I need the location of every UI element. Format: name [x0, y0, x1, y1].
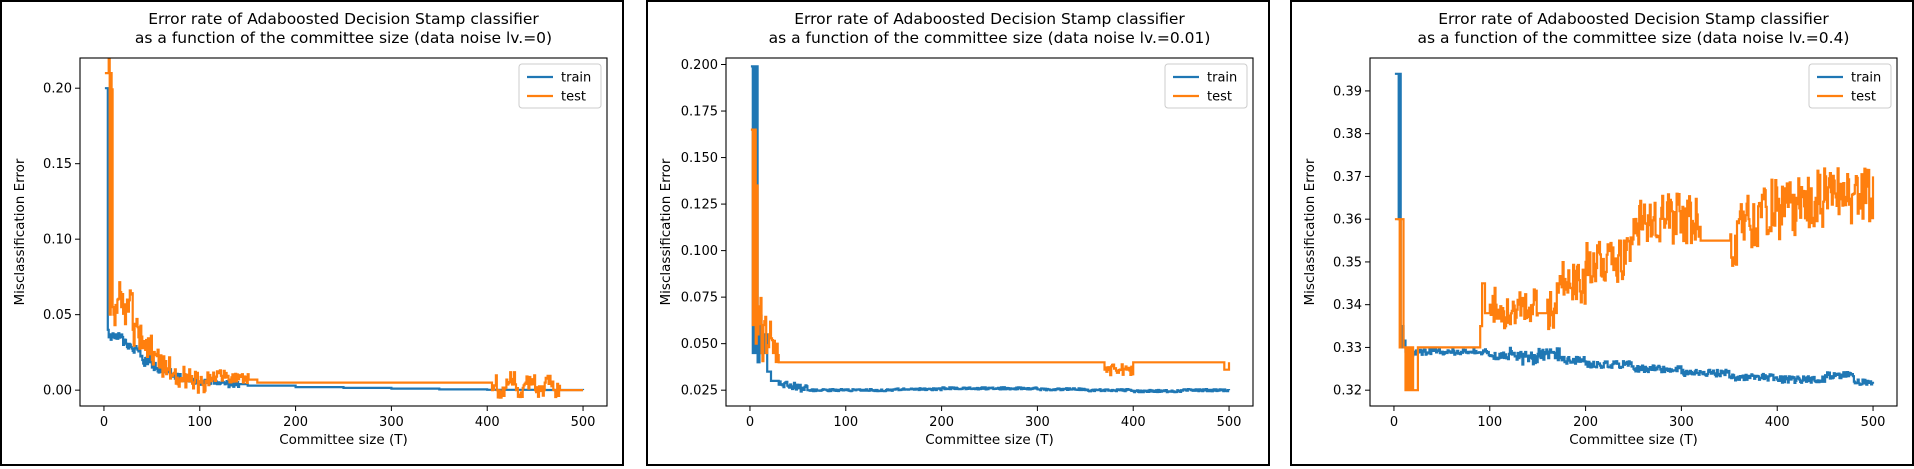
x-tick-label: 400 — [1121, 415, 1146, 430]
x-tick-label: 500 — [1217, 415, 1242, 430]
chart-panel-noise-0.4: Error rate of Adaboosted Decision Stamp … — [1290, 0, 1914, 466]
legend: train test — [1808, 63, 1892, 109]
legend: train test — [1164, 63, 1248, 109]
y-tick-label: 0.36 — [1333, 213, 1362, 228]
legend-label-test: test — [1207, 90, 1232, 105]
chart-title: Error rate of Adaboosted Decision Stamp … — [1438, 10, 1829, 28]
chart-panel-noise-0: Error rate of Adaboosted Decision Stamp … — [0, 0, 624, 466]
series-line-train — [104, 87, 585, 392]
x-tick-label: 200 — [283, 415, 308, 430]
x-tick-label: 500 — [571, 415, 596, 430]
y-tick-label: 0.025 — [681, 384, 718, 399]
x-tick-label: 300 — [1025, 415, 1050, 430]
y-axis-label: Misclassification Error — [658, 158, 674, 305]
x-tick-label: 300 — [1669, 415, 1694, 430]
x-tick-label: 100 — [187, 415, 212, 430]
series-line-train — [750, 65, 1231, 394]
y-tick-label: 0.175 — [681, 105, 718, 120]
x-tick-label: 0 — [1390, 415, 1398, 430]
y-tick-label: 0.38 — [1333, 127, 1362, 142]
y-tick-label: 0.34 — [1333, 298, 1362, 313]
y-tick-label: 0.00 — [43, 384, 72, 399]
y-tick-label: 0.050 — [681, 337, 718, 352]
x-axis-label: Committee size (T) — [925, 432, 1053, 448]
y-tick-label: 0.39 — [1333, 84, 1362, 99]
chart-noise-0.01: Error rate of Adaboosted Decision Stamp … — [658, 10, 1254, 448]
x-axis-label: Committee size (T) — [279, 432, 407, 448]
series-line-train — [1394, 72, 1875, 386]
x-tick-label: 500 — [1861, 415, 1886, 430]
series-line-test — [1394, 167, 1875, 392]
y-tick-label: 0.32 — [1333, 384, 1362, 399]
plot-area-frame — [1369, 57, 1898, 407]
chart-panel-noise-0.01: Error rate of Adaboosted Decision Stamp … — [646, 0, 1270, 466]
chart-subtitle: as a function of the committee size (dat… — [135, 29, 552, 47]
y-axis-label: Misclassification Error — [12, 158, 28, 305]
y-tick-label: 0.150 — [681, 151, 718, 166]
plot-area-frame — [725, 57, 1254, 407]
legend-label-train: train — [1851, 71, 1881, 86]
legend-label-test: test — [1851, 90, 1876, 105]
chart-noise-0: Error rate of Adaboosted Decision Stamp … — [12, 10, 608, 448]
chart-subtitle: as a function of the committee size (dat… — [769, 29, 1211, 47]
y-tick-label: 0.37 — [1333, 170, 1362, 185]
y-tick-label: 0.075 — [681, 291, 718, 306]
x-tick-label: 400 — [1765, 415, 1790, 430]
series-line-test — [750, 128, 1231, 377]
x-tick-label: 100 — [833, 415, 858, 430]
y-tick-label: 0.125 — [681, 198, 718, 213]
x-tick-label: 100 — [1477, 415, 1502, 430]
chart-title: Error rate of Adaboosted Decision Stamp … — [148, 10, 539, 28]
x-tick-label: 200 — [1573, 415, 1598, 430]
x-tick-label: 0 — [746, 415, 754, 430]
legend-label-test: test — [561, 90, 586, 105]
y-axis-label: Misclassification Error — [1302, 158, 1318, 305]
legend-label-train: train — [1207, 71, 1237, 86]
x-axis-label: Committee size (T) — [1569, 432, 1697, 448]
x-tick-label: 400 — [475, 415, 500, 430]
y-tick-label: 0.200 — [681, 58, 718, 73]
y-tick-label: 0.05 — [43, 308, 72, 323]
y-tick-label: 0.10 — [43, 233, 72, 248]
chart-noise-0.4: Error rate of Adaboosted Decision Stamp … — [1302, 10, 1898, 448]
chart-subtitle: as a function of the committee size (dat… — [1418, 29, 1850, 47]
legend-label-train: train — [561, 71, 591, 86]
legend: train test — [518, 63, 602, 109]
plot-area-frame — [79, 57, 608, 407]
y-tick-label: 0.20 — [43, 82, 72, 97]
y-tick-label: 0.15 — [43, 157, 72, 172]
x-tick-label: 0 — [100, 415, 108, 430]
y-tick-label: 0.35 — [1333, 255, 1362, 270]
y-tick-label: 0.33 — [1333, 341, 1362, 356]
x-tick-label: 200 — [929, 415, 954, 430]
y-tick-label: 0.100 — [681, 244, 718, 259]
chart-title: Error rate of Adaboosted Decision Stamp … — [794, 10, 1185, 28]
series-line-test — [104, 58, 583, 399]
x-tick-label: 300 — [379, 415, 404, 430]
